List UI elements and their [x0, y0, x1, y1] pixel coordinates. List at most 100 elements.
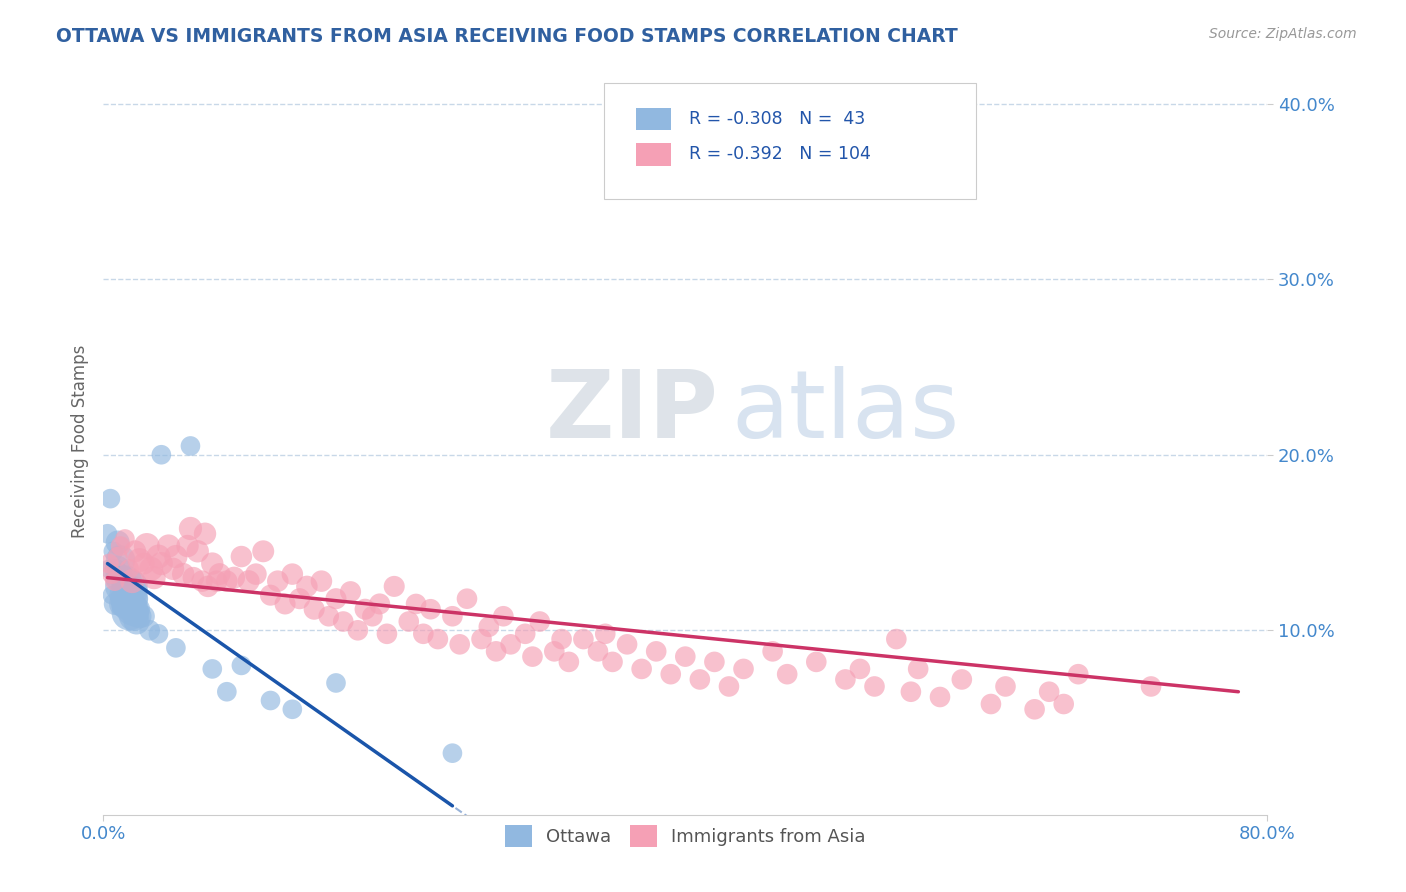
Point [689, 673, 711, 687]
Point [354, 602, 377, 616]
Point [593, 627, 616, 641]
Point [1024, 702, 1046, 716]
Text: R = -0.392   N = 104: R = -0.392 N = 104 [689, 145, 870, 163]
Point [118, 562, 141, 576]
Point [148, 627, 170, 641]
Point [148, 549, 170, 564]
Point [231, 658, 253, 673]
Point [104, 597, 127, 611]
Point [368, 597, 391, 611]
Point [208, 567, 231, 582]
Point [114, 597, 136, 611]
Point [267, 574, 290, 588]
Point [347, 624, 370, 638]
Point [132, 609, 155, 624]
Point [543, 644, 565, 658]
Y-axis label: Receiving Food Stamps: Receiving Food Stamps [72, 345, 89, 538]
Point [215, 574, 238, 588]
Point [231, 549, 253, 564]
Point [515, 627, 537, 641]
Point [122, 609, 145, 624]
Point [162, 562, 184, 576]
Point [449, 637, 471, 651]
Point [586, 644, 609, 658]
Point [398, 615, 420, 629]
Point [115, 574, 138, 588]
Point [907, 662, 929, 676]
Point [121, 584, 143, 599]
Point [302, 602, 325, 616]
Point [994, 680, 1017, 694]
Point [522, 649, 544, 664]
Point [470, 632, 492, 646]
Point [165, 549, 187, 564]
Point [111, 597, 134, 611]
Point [128, 609, 150, 624]
Point [886, 632, 908, 646]
Point [114, 532, 136, 546]
Point [194, 526, 217, 541]
Point [112, 571, 135, 585]
Point [110, 539, 132, 553]
Point [499, 637, 522, 651]
Point [1140, 680, 1163, 694]
Point [205, 574, 228, 588]
Point [105, 562, 128, 576]
Point [125, 615, 148, 629]
Point [107, 535, 129, 549]
Point [245, 567, 267, 582]
Point [121, 602, 143, 616]
Point [311, 574, 333, 588]
Point [441, 746, 464, 760]
Point [117, 597, 139, 611]
Text: R = -0.308   N =  43: R = -0.308 N = 43 [689, 111, 865, 128]
Point [325, 591, 347, 606]
Point [550, 632, 572, 646]
Point [103, 544, 125, 558]
Point [558, 655, 581, 669]
Point [179, 521, 201, 535]
Point [717, 680, 740, 694]
Point [485, 644, 508, 658]
Point [673, 649, 696, 664]
Point [150, 448, 173, 462]
Point [572, 632, 595, 646]
Point [110, 579, 132, 593]
Point [114, 579, 136, 593]
Point [361, 609, 384, 624]
Point [602, 655, 624, 669]
Point [441, 609, 464, 624]
Point [733, 662, 755, 676]
Point [104, 574, 127, 588]
Point [120, 579, 142, 593]
FancyBboxPatch shape [603, 84, 976, 199]
Point [110, 553, 132, 567]
Point [187, 544, 209, 558]
Point [929, 690, 952, 704]
Point [115, 588, 138, 602]
Point [108, 571, 131, 585]
Point [492, 609, 515, 624]
Legend: Ottawa, Immigrants from Asia: Ottawa, Immigrants from Asia [498, 818, 873, 855]
Point [176, 539, 198, 553]
Point [703, 655, 725, 669]
Point [1053, 697, 1076, 711]
Point [288, 591, 311, 606]
Point [118, 606, 141, 620]
Point [101, 567, 124, 582]
Point [281, 702, 304, 716]
Text: OTTAWA VS IMMIGRANTS FROM ASIA RECEIVING FOOD STAMPS CORRELATION CHART: OTTAWA VS IMMIGRANTS FROM ASIA RECEIVING… [56, 27, 957, 45]
Point [143, 571, 166, 585]
Text: Source: ZipAtlas.com: Source: ZipAtlas.com [1209, 27, 1357, 41]
Point [950, 673, 973, 687]
Bar [637, 143, 671, 166]
Point [776, 667, 799, 681]
Bar [637, 108, 671, 130]
Point [201, 662, 224, 676]
Point [1067, 667, 1090, 681]
Point [100, 491, 122, 506]
Point [252, 544, 274, 558]
Point [806, 655, 828, 669]
Point [118, 591, 141, 606]
Point [382, 579, 405, 593]
